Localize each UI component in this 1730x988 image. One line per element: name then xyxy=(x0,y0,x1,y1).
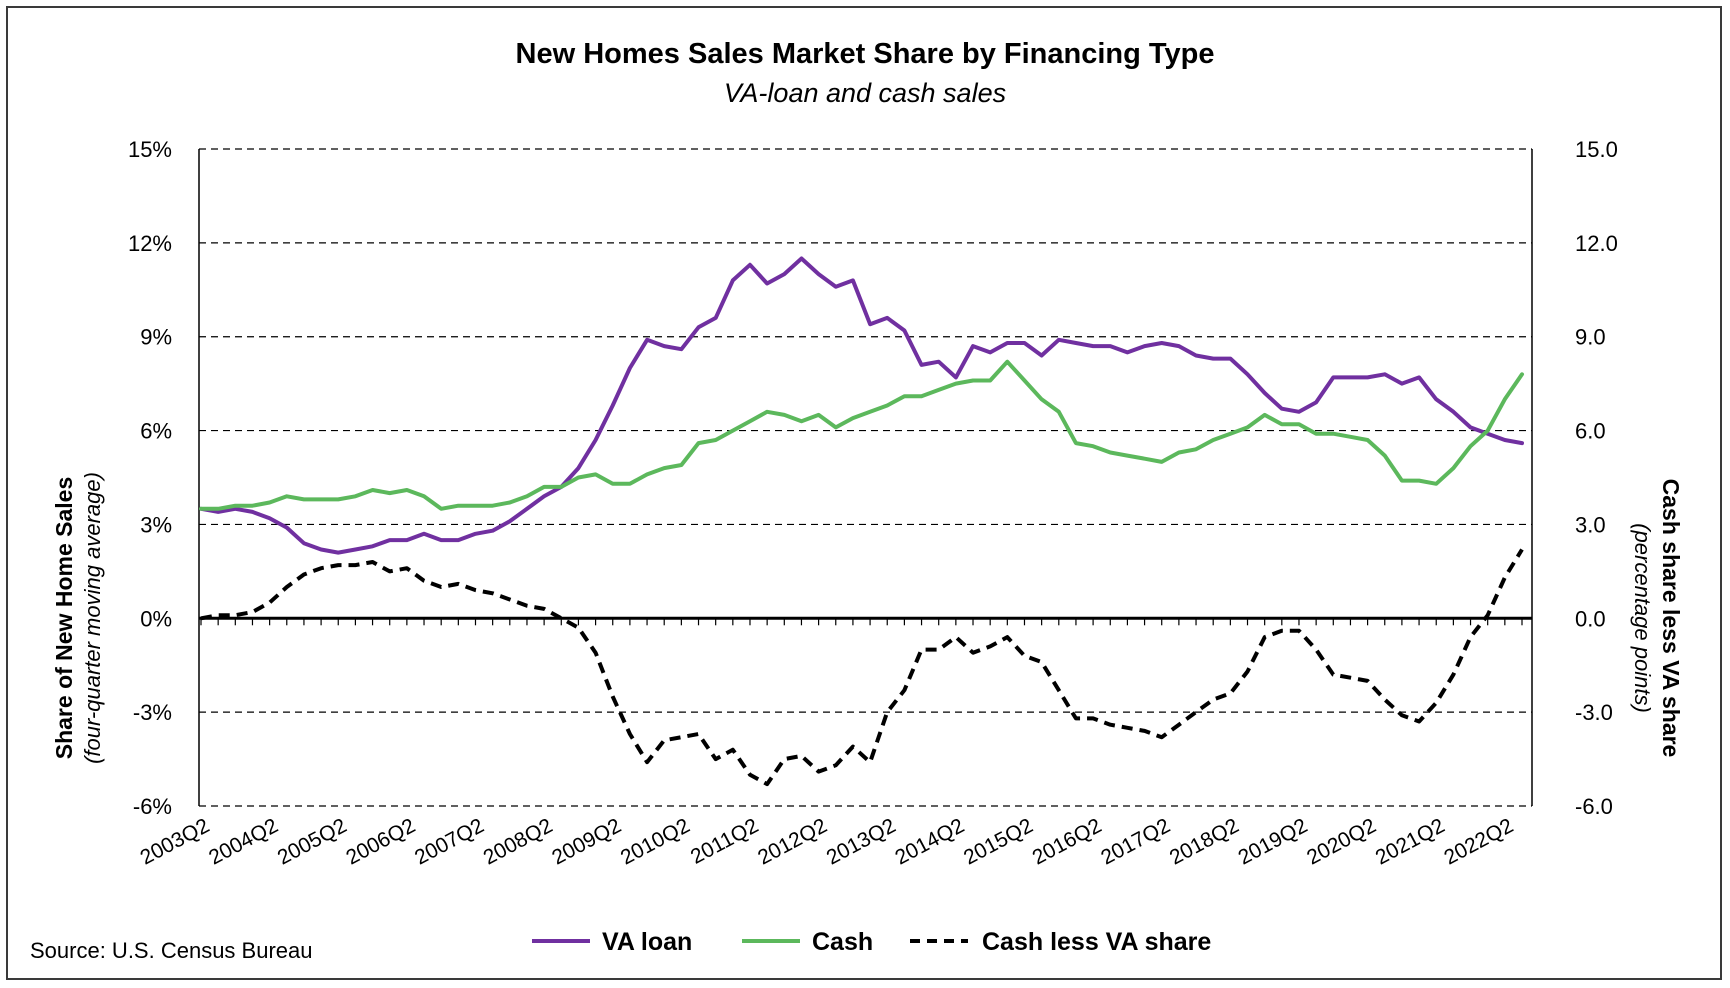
y-tick-label: 9% xyxy=(140,325,172,350)
x-tick-label: 2015Q2 xyxy=(960,814,1037,869)
x-tick-label: 2006Q2 xyxy=(342,814,419,869)
x-tick-label: 2005Q2 xyxy=(274,814,351,869)
x-tick-label: 2017Q2 xyxy=(1097,814,1174,869)
y2-tick-label: 6.0 xyxy=(1575,419,1606,444)
series-line-va-loan xyxy=(199,256,1524,555)
x-tick-label: 2019Q2 xyxy=(1235,814,1312,869)
legend-label-cash: Cash xyxy=(812,928,873,956)
x-axis-ticks: 2003Q22004Q22005Q22006Q22007Q22008Q22009… xyxy=(137,814,1518,869)
y2-tick-label: 3.0 xyxy=(1575,512,1606,537)
right-axis-sublabel: (percentage points) xyxy=(1630,523,1655,713)
x-tick-label: 2022Q2 xyxy=(1440,814,1517,869)
source-note: Source: U.S. Census Bureau xyxy=(30,938,312,963)
x-tick-label: 2016Q2 xyxy=(1029,814,1106,869)
y-tick-label: 0% xyxy=(140,606,172,631)
y-tick-label: -6% xyxy=(133,794,172,819)
y2-tick-label: 12.0 xyxy=(1575,231,1618,256)
y-tick-label: 15% xyxy=(128,137,172,162)
right-axis-title: Cash share less VA share (percentage poi… xyxy=(1630,479,1684,758)
x-tick-label: 2004Q2 xyxy=(205,814,282,869)
chart-frame xyxy=(6,6,1722,980)
right-axis-label: Cash share less VA share xyxy=(1658,479,1684,758)
legend: VA loan Cash Cash less VA share xyxy=(532,928,1211,956)
series-lines xyxy=(199,256,1524,787)
x-tick-label: 2012Q2 xyxy=(754,814,831,869)
chart-subtitle: VA-loan and cash sales xyxy=(724,78,1006,108)
series-line-cash-less-va-share xyxy=(200,548,1524,787)
y-tick-label: 6% xyxy=(140,419,172,444)
x-tick-label: 2008Q2 xyxy=(480,814,557,869)
y2-tick-label: 15.0 xyxy=(1575,137,1618,162)
legend-label-cash-less-va: Cash less VA share xyxy=(982,928,1211,956)
right-axis-ticks: 15.0 12.0 9.0 6.0 3.0 0.0 -3.0 -6.0 xyxy=(1575,137,1618,819)
y-tick-label: -3% xyxy=(133,700,172,725)
gridlines xyxy=(199,148,1532,807)
x-tick-label: 2007Q2 xyxy=(411,814,488,869)
left-axis-sublabel: (four-quarter moving average) xyxy=(80,472,105,764)
x-tick-label: 2010Q2 xyxy=(617,814,694,869)
x-tick-label: 2021Q2 xyxy=(1372,814,1449,869)
x-tick-label: 2018Q2 xyxy=(1166,814,1243,869)
y2-tick-label: -6.0 xyxy=(1575,794,1613,819)
x-tick-label: 2014Q2 xyxy=(891,814,968,869)
x-tick-label: 2009Q2 xyxy=(548,814,625,869)
y2-tick-label: 9.0 xyxy=(1575,325,1606,350)
left-axis-title: Share of New Home Sales (four-quarter mo… xyxy=(51,472,105,764)
chart-title: New Homes Sales Market Share by Financin… xyxy=(516,38,1215,70)
x-tick-label: 2020Q2 xyxy=(1303,814,1380,869)
x-tick-label: 2013Q2 xyxy=(823,814,900,869)
y2-tick-label: -3.0 xyxy=(1575,700,1613,725)
legend-label-va-loan: VA loan xyxy=(602,928,692,956)
y-tick-label: 3% xyxy=(140,512,172,537)
x-tick-label: 2003Q2 xyxy=(137,814,214,869)
y2-tick-label: 0.0 xyxy=(1575,606,1606,631)
series-line-cash xyxy=(199,359,1524,511)
axes xyxy=(198,149,1533,806)
y-tick-label: 12% xyxy=(128,231,172,256)
left-axis-label: Share of New Home Sales xyxy=(51,477,77,760)
x-tick-label: 2011Q2 xyxy=(687,814,762,869)
left-axis-ticks: 15% 12% 9% 6% 3% 0% -3% -6% xyxy=(128,137,172,819)
